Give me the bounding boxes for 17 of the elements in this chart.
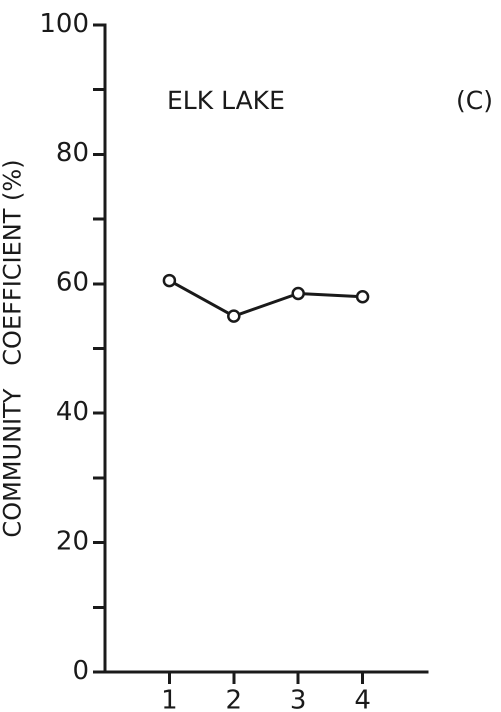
x-tick-label: 3 [290, 685, 306, 712]
point [162, 274, 176, 288]
text: (C) [456, 86, 493, 116]
x-tick-label: 1 [161, 685, 178, 712]
y-axis-title: COMMUNITY COEFFICIENT (%) [0, 159, 27, 538]
y-tick-label: 80 [56, 138, 89, 168]
y-tick-label: 40 [56, 396, 89, 427]
y-tick-label: 20 [56, 526, 89, 556]
point [356, 290, 370, 304]
point [227, 309, 241, 323]
point [291, 286, 305, 300]
y-tick-label: 100 [39, 8, 89, 39]
y-tick-label: 0 [72, 656, 89, 686]
text: ELK LAKE [167, 86, 285, 116]
y-tick-label: 60 [56, 268, 89, 298]
x-tick-label: 4 [354, 685, 371, 712]
x-tick-label: 2 [226, 685, 242, 712]
